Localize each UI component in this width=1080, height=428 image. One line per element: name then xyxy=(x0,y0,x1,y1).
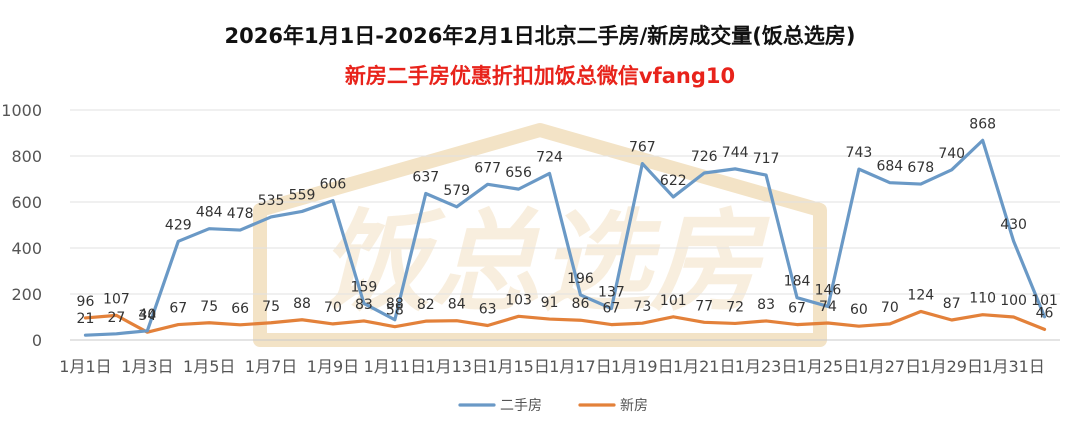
legend-label: 新房 xyxy=(620,398,648,414)
data-label: 656 xyxy=(505,165,532,181)
data-label: 684 xyxy=(876,159,903,175)
x-tick-label: 1月11日 xyxy=(364,357,427,376)
data-label: 110 xyxy=(969,291,996,307)
x-tick-label: 1月21日 xyxy=(673,357,736,376)
data-label: 678 xyxy=(907,160,934,176)
data-label: 101 xyxy=(1031,293,1058,309)
data-label: 70 xyxy=(324,300,342,316)
data-label: 67 xyxy=(169,301,187,317)
x-tick-label: 1月31日 xyxy=(982,357,1045,376)
y-tick-label: 0 xyxy=(32,331,42,350)
data-label: 740 xyxy=(938,146,965,162)
x-tick-label: 1月25日 xyxy=(797,357,860,376)
data-label: 67 xyxy=(788,301,806,317)
data-label: 40 xyxy=(138,307,156,323)
data-label: 73 xyxy=(633,299,651,315)
data-label: 559 xyxy=(289,187,316,203)
data-label: 63 xyxy=(479,302,497,318)
data-label: 622 xyxy=(660,173,687,189)
data-label: 724 xyxy=(536,149,563,165)
data-label: 430 xyxy=(1000,217,1027,233)
data-label: 46 xyxy=(1036,305,1054,321)
data-label: 103 xyxy=(505,292,532,308)
data-label: 34 xyxy=(138,308,156,324)
data-label: 478 xyxy=(227,206,254,222)
data-label: 67 xyxy=(602,301,620,317)
x-tick-label: 1月5日 xyxy=(183,357,235,376)
data-label: 87 xyxy=(943,296,961,312)
x-tick-label: 1月13日 xyxy=(425,357,488,376)
x-tick-label: 1月1日 xyxy=(59,357,111,376)
data-label: 159 xyxy=(351,279,378,295)
data-label: 726 xyxy=(691,149,718,165)
chart-title: 2026年1月1日-2026年2月1日北京二手房/新房成交量(饭总选房) xyxy=(224,24,856,48)
data-label: 96 xyxy=(77,294,95,310)
data-label: 82 xyxy=(417,297,435,313)
data-label: 677 xyxy=(474,160,501,176)
data-label: 137 xyxy=(598,284,625,300)
data-label: 744 xyxy=(722,145,749,161)
data-label: 88 xyxy=(293,296,311,312)
y-tick-label: 800 xyxy=(11,147,42,166)
watermark-text: 饭总选房 xyxy=(320,198,770,326)
data-label: 717 xyxy=(753,151,780,167)
y-tick-label: 600 xyxy=(11,193,42,212)
data-label: 743 xyxy=(846,145,873,161)
data-label: 637 xyxy=(412,169,439,185)
x-tick-label: 1月17日 xyxy=(549,357,612,376)
data-label: 74 xyxy=(819,299,837,315)
data-label: 77 xyxy=(695,298,713,314)
data-label: 196 xyxy=(567,271,594,287)
x-tick-label: 1月15日 xyxy=(487,357,550,376)
data-label: 100 xyxy=(1000,293,1027,309)
data-label: 75 xyxy=(200,299,218,315)
y-tick-label: 1000 xyxy=(1,101,42,120)
series-line-new-home xyxy=(83,309,1047,334)
data-label: 83 xyxy=(757,297,775,313)
data-label: 101 xyxy=(660,293,687,309)
y-tick-label: 400 xyxy=(11,239,42,258)
data-label: 146 xyxy=(815,282,842,298)
data-label: 91 xyxy=(541,295,559,311)
data-label: 66 xyxy=(231,301,249,317)
data-label: 72 xyxy=(726,299,744,315)
data-label: 83 xyxy=(355,297,373,313)
data-label: 60 xyxy=(850,302,868,318)
data-label: 88 xyxy=(386,296,404,312)
watermark-logo: 饭总选房 xyxy=(253,123,827,347)
y-tick-label: 200 xyxy=(11,285,42,304)
x-tick-label: 1月23日 xyxy=(735,357,798,376)
data-label: 124 xyxy=(907,287,934,303)
data-label: 27 xyxy=(107,310,125,326)
chart-subtitle: 新房二手房优惠折扣加饭总微信vfang10 xyxy=(344,64,736,88)
x-tick-label: 1月7日 xyxy=(245,357,297,376)
data-label: 868 xyxy=(969,116,996,132)
data-label: 579 xyxy=(443,183,470,199)
data-label: 21 xyxy=(77,311,95,327)
data-label: 75 xyxy=(262,299,280,315)
watermark-house-outline xyxy=(253,123,827,347)
data-label: 184 xyxy=(784,274,811,290)
legend-label: 二手房 xyxy=(500,398,542,414)
data-label: 429 xyxy=(165,217,192,233)
series-line-second-hand xyxy=(83,138,1047,337)
data-label: 84 xyxy=(448,297,466,313)
data-label: 86 xyxy=(572,296,590,312)
data-label: 535 xyxy=(258,193,285,209)
x-tick-label: 1月3日 xyxy=(121,357,173,376)
x-tick-label: 1月27日 xyxy=(859,357,922,376)
x-tick-label: 1月29日 xyxy=(920,357,983,376)
data-label: 58 xyxy=(386,303,404,319)
data-label: 484 xyxy=(196,205,223,221)
data-label: 70 xyxy=(881,300,899,316)
data-label: 606 xyxy=(320,177,347,193)
data-label: 767 xyxy=(629,140,656,156)
x-tick-label: 1月9日 xyxy=(307,357,359,376)
x-tick-label: 1月19日 xyxy=(611,357,674,376)
data-label: 107 xyxy=(103,291,130,307)
